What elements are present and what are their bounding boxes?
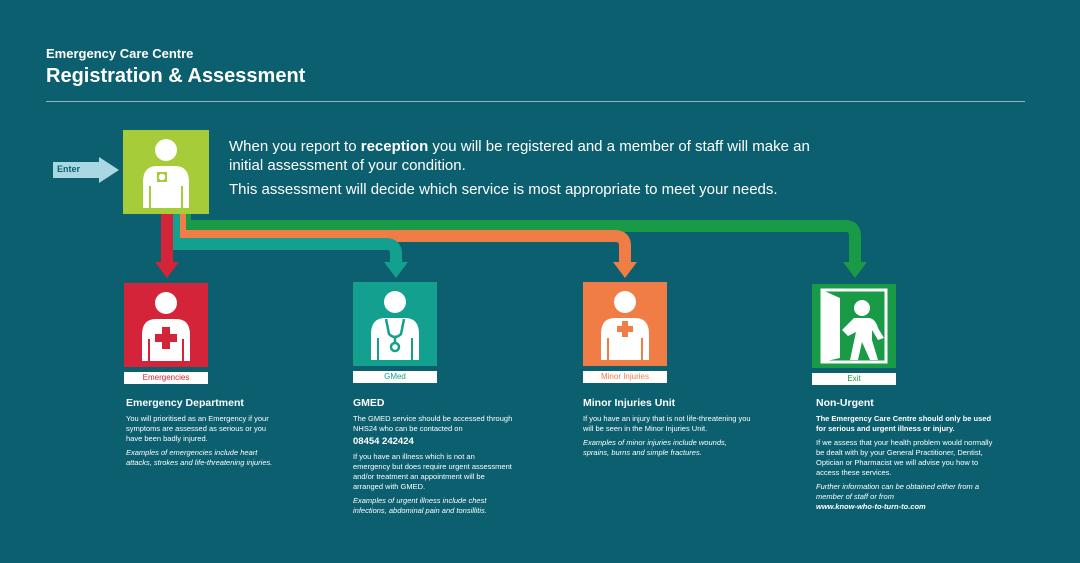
header-divider xyxy=(46,101,1025,102)
minor-injuries-examples: Examples of minor injuries include wound… xyxy=(583,438,727,457)
gmed-examples: Examples of urgent illness include chest… xyxy=(353,496,487,515)
reception-panel xyxy=(123,130,209,214)
gmed-column: GMED The GMED service should be accessed… xyxy=(353,397,513,520)
exit-person-icon xyxy=(820,288,888,364)
minor-injuries-heading: Minor Injuries Unit xyxy=(583,397,676,409)
emergencies-panel xyxy=(124,283,208,367)
gmed-heading: GMED xyxy=(353,397,385,409)
emergency-department-examples: Examples of emergencies include heart at… xyxy=(126,448,273,467)
flow-arrowhead-emergencies xyxy=(155,262,179,278)
flow-arrow-nonurgent xyxy=(179,202,861,262)
flow-arrow-minor xyxy=(174,202,631,262)
minor-injuries-panel xyxy=(583,282,667,366)
flow-arrow-gmed xyxy=(168,202,402,262)
enter-arrow-icon xyxy=(53,157,119,183)
minor-injuries-text: If you have an injury that is not life-t… xyxy=(583,414,751,433)
flow-arrowhead-minor xyxy=(613,262,637,278)
page-title: Registration & Assessment xyxy=(46,65,306,87)
header-subtitle: Emergency Care Centre xyxy=(46,46,194,61)
flow-arrowhead-gmed xyxy=(384,262,408,278)
non-urgent-warning: The Emergency Care Centre should only be… xyxy=(816,414,992,433)
receptionist-icon xyxy=(143,139,189,208)
gmed-tag: GMed xyxy=(353,371,437,383)
exit-panel xyxy=(812,284,896,368)
minor-injuries-column: Minor Injuries Unit If you have an injur… xyxy=(583,397,753,462)
non-urgent-column: Non-Urgent The Emergency Care Centre sho… xyxy=(816,397,1002,516)
enter-label: Enter xyxy=(57,164,81,174)
intro-paragraph-1: When you report to reception you will be… xyxy=(229,138,810,174)
emergency-department-column: Emergency Department You will prioritise… xyxy=(126,397,276,472)
emergency-department-heading: Emergency Department xyxy=(126,397,244,409)
non-urgent-further-info: Further information can be obtained eith… xyxy=(816,482,980,501)
flow-arrowhead-nonurgent xyxy=(843,262,867,278)
non-urgent-text: If we assess that your health problem wo… xyxy=(816,438,993,477)
non-urgent-heading: Non-Urgent xyxy=(816,397,874,409)
gmed-phone: 08454 242424 xyxy=(353,436,414,447)
gmed-text-2: If you have an illness which is not an e… xyxy=(353,452,512,491)
intro-paragraph-2: This assessment will decide which servic… xyxy=(229,181,778,198)
exit-tag: Exit xyxy=(812,373,896,385)
gmed-panel xyxy=(353,282,437,366)
emergencies-tag: Emergencies xyxy=(124,372,208,384)
stethoscope-person-icon xyxy=(371,291,419,360)
minor-injury-person-icon xyxy=(601,291,649,360)
intro-text: When you report to reception you will be… xyxy=(229,137,829,204)
minor-injuries-tag: Minor Injuries xyxy=(583,371,667,383)
gmed-text: The GMED service should be accessed thro… xyxy=(353,414,513,433)
doctor-icon xyxy=(142,292,190,361)
emergency-department-text: You will prioritised as an Emergency if … xyxy=(126,414,269,443)
non-urgent-link[interactable]: www.know-who-to-turn-to.com xyxy=(816,502,926,511)
